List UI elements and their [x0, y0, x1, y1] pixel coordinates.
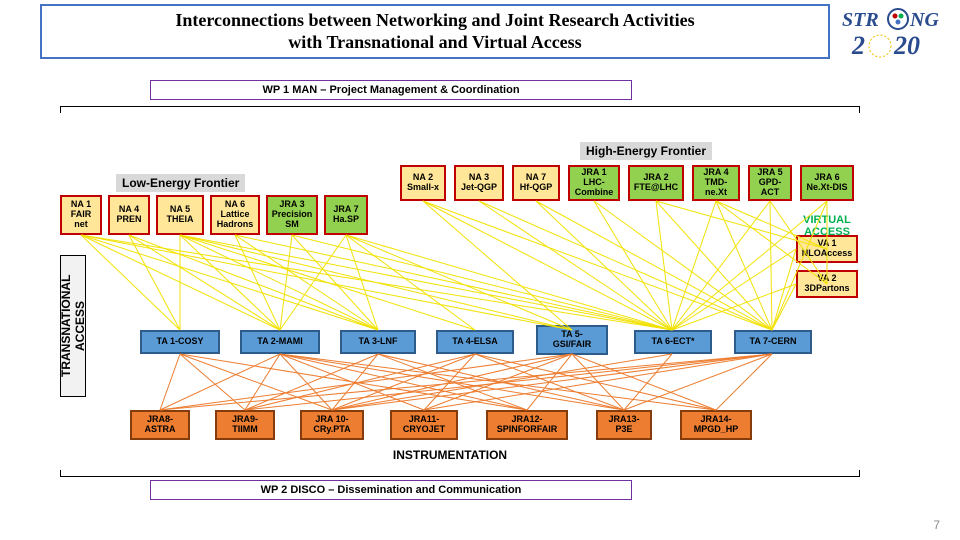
high-energy-label: High-Energy Frontier: [580, 142, 712, 160]
node-na2: NA 2Small-x: [400, 165, 446, 201]
node-jra2: JRA 2FTE@LHC: [628, 165, 684, 201]
node-jra5: JRA 5GPD-ACT: [748, 165, 792, 201]
page-number: 7: [933, 518, 940, 532]
page-title: Interconnections between Networking and …: [40, 4, 830, 59]
node-jra7: JRA 7Ha.SP: [324, 195, 368, 235]
brace-bottom: [60, 470, 860, 477]
node-ta6: TA 6-ECT*: [634, 330, 712, 354]
node-jra13: JRA13-P3E: [596, 410, 652, 440]
svg-text:2: 2: [851, 31, 865, 60]
node-jra11: JRA11-CRYOJET: [390, 410, 458, 440]
node-jra14: JRA14-MPGD_HP: [680, 410, 752, 440]
svg-text:STR: STR: [842, 9, 879, 31]
node-na3: NA 3Jet-QGP: [454, 165, 504, 201]
node-jra4: JRA 4TMD-ne.Xt: [692, 165, 740, 201]
low-energy-label: Low-Energy Frontier: [116, 174, 245, 192]
node-na6: NA 6LatticeHadrons: [210, 195, 260, 235]
svg-text:20: 20: [893, 31, 920, 60]
transnational-label: TRANSNATIONAL ACCESS: [60, 255, 86, 397]
node-ta4: TA 4-ELSA: [436, 330, 514, 354]
node-jra8: JRA8-ASTRA: [130, 410, 190, 440]
node-ta5: TA 5-GSI/FAIR: [536, 325, 608, 355]
wp2-bar: WP 2 DISCO – Dissemination and Communica…: [150, 480, 632, 500]
node-jra1: JRA 1LHC-Combine: [568, 165, 620, 201]
wp1-bar: WP 1 MAN – Project Management & Coordina…: [150, 80, 632, 100]
node-jra10: JRA 10-CRy.PTA: [300, 410, 364, 440]
node-jra3: JRA 3PrecisionSM: [266, 195, 318, 235]
node-ta3: TA 3-LNF: [340, 330, 416, 354]
node-ta7: TA 7-CERN: [734, 330, 812, 354]
node-ta2: TA 2-MAMI: [240, 330, 320, 354]
instrumentation-label: INSTRUMENTATION: [360, 448, 540, 462]
title-l2: with Transnational and Virtual Access: [288, 32, 581, 52]
node-jra6: JRA 6Ne.Xt-DIS: [800, 165, 854, 201]
node-jra9: JRA9-TIIMM: [215, 410, 275, 440]
node-na5: NA 5THEIA: [156, 195, 204, 235]
node-na7: NA 7Hf-QGP: [512, 165, 560, 201]
node-va1: VA 1NLOAccess: [796, 235, 858, 263]
brace-top: [60, 106, 860, 113]
node-na1: NA 1FAIRnet: [60, 195, 102, 235]
node-ta1: TA 1-COSY: [140, 330, 220, 354]
node-na4: NA 4PREN: [108, 195, 150, 235]
title-l1: Interconnections between Networking and …: [175, 10, 694, 30]
diagram-area: WP 1 MAN – Project Management & Coordina…: [20, 70, 940, 500]
strong-logo: STR NG 2 20: [840, 4, 950, 64]
node-va2: VA 23DPartons: [796, 270, 858, 298]
node-jra12: JRA12-SPINFORFAIR: [486, 410, 568, 440]
svg-text:NG: NG: [909, 9, 939, 31]
